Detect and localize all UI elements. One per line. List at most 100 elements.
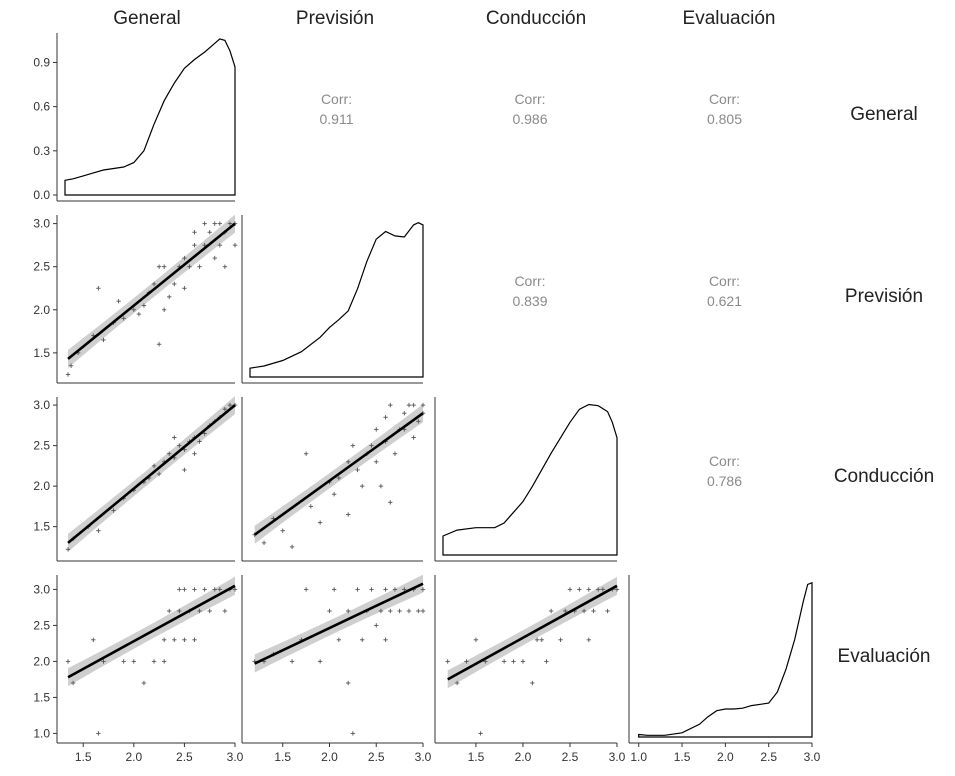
- scatter-point: [360, 637, 365, 642]
- scatter-point: [567, 587, 573, 592]
- x-tick-label: 3.0: [804, 750, 821, 764]
- scatter-point: [577, 587, 582, 592]
- scatter-point: [222, 406, 228, 412]
- x-tick-label: 2.5: [368, 750, 385, 764]
- x-tick-label: 2.0: [717, 750, 734, 764]
- y-tick-label: 2.0: [33, 654, 50, 668]
- scatter-point: [591, 608, 596, 614]
- scatter-point: [161, 659, 167, 664]
- y-tick-label: 1.5: [33, 520, 50, 534]
- scatter-point: [151, 659, 157, 664]
- scatter-point: [345, 459, 351, 465]
- scatter-point: [600, 587, 606, 592]
- y-tick-label: 2.5: [33, 260, 50, 274]
- scatter-point: [111, 508, 116, 513]
- scatter-point: [378, 483, 384, 489]
- scatter-point: [101, 659, 106, 664]
- scatter-point: [501, 659, 507, 664]
- scatter-point: [374, 623, 379, 628]
- scatter-point: [586, 637, 591, 642]
- column-title-0: General: [113, 8, 181, 29]
- scatter-point: [177, 443, 182, 448]
- scatter-point: [207, 608, 212, 614]
- y-tick-label: 0.6: [33, 100, 50, 114]
- scatter-point: [182, 587, 187, 592]
- density-curve-General: [64, 38, 236, 196]
- scatter-point: [182, 467, 187, 473]
- scatter-point: [161, 307, 167, 312]
- y-tick-label: 3.0: [33, 582, 50, 596]
- scatter-point: [336, 637, 342, 642]
- scatter-point: [383, 415, 388, 420]
- scatter-point: [530, 680, 535, 686]
- y-tick-label: 2.0: [33, 479, 50, 493]
- scatter-point: [187, 264, 192, 269]
- x-tick-label: 2.5: [562, 750, 579, 764]
- scatter-point: [182, 255, 187, 261]
- scatter-point: [388, 500, 393, 505]
- row-title-2: Conducción: [834, 466, 934, 487]
- scatter-point: [177, 608, 182, 614]
- scatter-point: [374, 427, 379, 432]
- regression-line: [253, 412, 424, 536]
- scatter-point: [355, 587, 360, 592]
- scatter-point: [167, 608, 172, 614]
- scatter-point: [70, 680, 76, 686]
- scatter-point: [345, 512, 351, 517]
- scatter-point: [141, 680, 147, 686]
- scatter-point: [402, 411, 407, 416]
- column-title-2: Conducción: [486, 8, 586, 29]
- scatter-point: [317, 659, 323, 664]
- density-curve-Conducción: [442, 403, 618, 556]
- scatter-point: [161, 264, 167, 269]
- scatter-point: [156, 342, 162, 347]
- x-tick-label: 3.0: [227, 750, 244, 764]
- scatter-point: [327, 608, 332, 614]
- scatter-point: [411, 435, 416, 440]
- scatter-point: [558, 637, 563, 642]
- corr-label: Corr:: [321, 91, 352, 107]
- x-tick-label: 1.5: [274, 750, 291, 764]
- scatter-point: [406, 402, 412, 408]
- scatter-point: [350, 443, 356, 448]
- scatter-point: [406, 608, 412, 614]
- scatter-point: [212, 587, 217, 592]
- scatter-point: [212, 255, 217, 261]
- scatter-point: [464, 659, 469, 664]
- x-tick-label: 1.5: [468, 750, 485, 764]
- scatter-point: [232, 587, 238, 592]
- scatter-point: [303, 451, 309, 456]
- scatter-point: [416, 608, 421, 614]
- scatter-point: [303, 587, 309, 592]
- x-tick-label: 2.5: [760, 750, 777, 764]
- regression-line: [447, 584, 618, 681]
- density-curve-Evaluación: [638, 581, 813, 738]
- scatter-point: [402, 587, 407, 592]
- scatter-point: [156, 471, 162, 477]
- x-tick-label: 3.0: [415, 750, 432, 764]
- scatter-point: [121, 659, 126, 664]
- y-tick-label: 0.0: [33, 188, 50, 202]
- scatter-point: [172, 281, 177, 287]
- y-tick-label: 2.0: [33, 303, 50, 317]
- scatter-point: [355, 467, 360, 473]
- scatter-point: [478, 731, 483, 736]
- scatter-point: [156, 264, 162, 269]
- scatter-point: [548, 608, 554, 614]
- corr-value: 0.621: [707, 293, 742, 309]
- scatter-point: [192, 587, 197, 592]
- scatter-point: [445, 659, 450, 664]
- y-tick-label: 0.3: [33, 144, 50, 158]
- scatter-point: [151, 463, 157, 469]
- scatter-point: [131, 659, 137, 664]
- y-tick-label: 1.0: [33, 726, 50, 740]
- density-curve-Previsión: [249, 222, 424, 378]
- scatter-point: [392, 451, 398, 456]
- scatter-point: [280, 528, 285, 533]
- scatter-point: [232, 242, 238, 248]
- x-tick-label: 1.0: [630, 750, 647, 764]
- scatter-point: [151, 281, 157, 287]
- corr-value: 0.805: [707, 111, 742, 127]
- row-title-3: Evaluación: [838, 646, 931, 667]
